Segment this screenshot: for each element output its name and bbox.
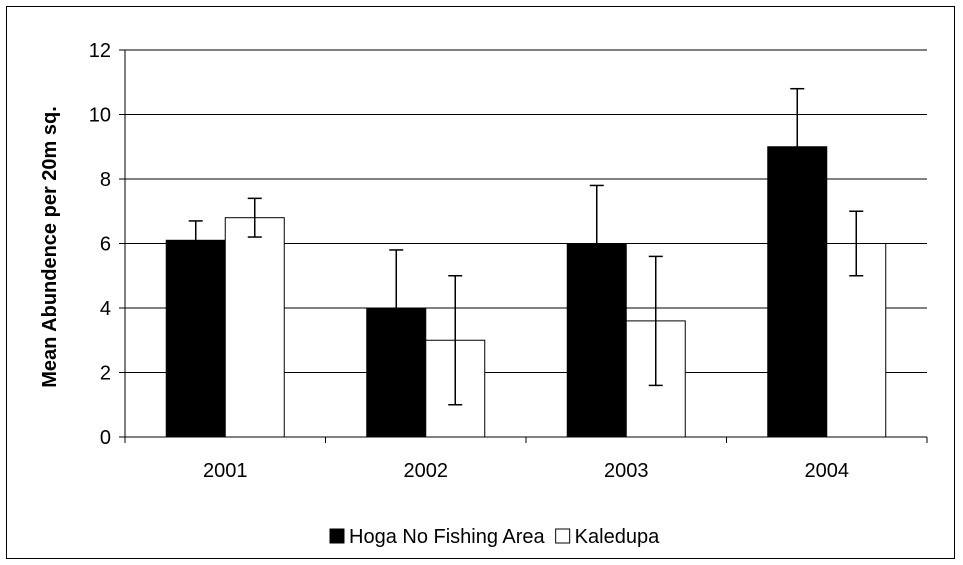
bar-kaledupa-2001	[224, 217, 285, 438]
y-tick-label: 6	[100, 234, 111, 256]
x-tick-label: 2001	[203, 460, 248, 482]
y-tick-label: 4	[100, 298, 111, 320]
y-tick-label: 0	[100, 427, 111, 449]
x-tick-labels: 2001 2002 2003 2004	[203, 460, 849, 482]
bar-hoga-2001	[165, 239, 226, 438]
legend-label-kaledupa: Kaledupa	[575, 526, 660, 548]
legend-swatch-kaledupa	[555, 528, 571, 544]
y-tick-label: 2	[100, 363, 111, 385]
y-tick-label: 10	[89, 105, 111, 127]
x-tick-label: 2003	[604, 460, 649, 482]
legend-label-hoga: Hoga No Fishing Area	[349, 526, 546, 548]
y-tick-labels: 0 2 4 6 8 10 12	[89, 40, 111, 449]
x-tick-label: 2002	[404, 460, 449, 482]
y-tick-label: 8	[100, 169, 111, 191]
legend: Hoga No Fishing Area Kaledupa	[329, 526, 660, 548]
axes	[119, 49, 928, 443]
y-axis-title: Mean Abundence per 20m sq.	[39, 106, 61, 388]
bars	[165, 146, 887, 438]
y-tick-label: 12	[89, 40, 111, 62]
x-tick-label: 2004	[805, 460, 850, 482]
error-bars	[188, 87, 864, 406]
legend-swatch-hoga	[329, 528, 345, 544]
